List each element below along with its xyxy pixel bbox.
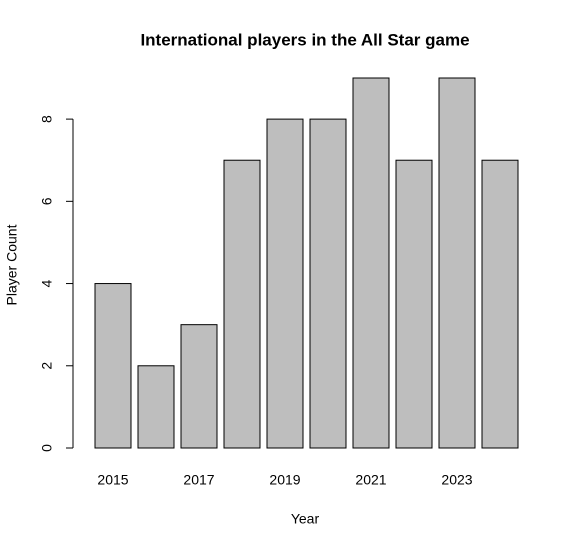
bar [137, 365, 175, 449]
bar [266, 118, 304, 449]
x-tick-label: 2015 [97, 472, 128, 488]
x-tick-label: 2021 [355, 472, 386, 488]
y-tick-label: 0 [39, 444, 55, 452]
bar [94, 283, 132, 449]
bar [309, 118, 347, 449]
x-axis-label: Year [291, 511, 320, 527]
y-tick-label: 8 [39, 115, 55, 123]
bar [481, 159, 519, 449]
y-tick-label: 6 [39, 197, 55, 205]
chart-title: International players in the All Star ga… [140, 30, 469, 49]
bar [223, 159, 261, 449]
bar [395, 159, 433, 449]
bar [180, 324, 218, 449]
bar [438, 77, 476, 449]
x-tick-label: 2017 [183, 472, 214, 488]
y-tick-label: 4 [39, 279, 55, 287]
x-tick-label: 2019 [269, 472, 300, 488]
y-axis-label: Player Count [4, 224, 20, 305]
x-tick-label: 2023 [441, 472, 472, 488]
y-tick-label: 2 [39, 362, 55, 370]
bar [352, 77, 390, 449]
